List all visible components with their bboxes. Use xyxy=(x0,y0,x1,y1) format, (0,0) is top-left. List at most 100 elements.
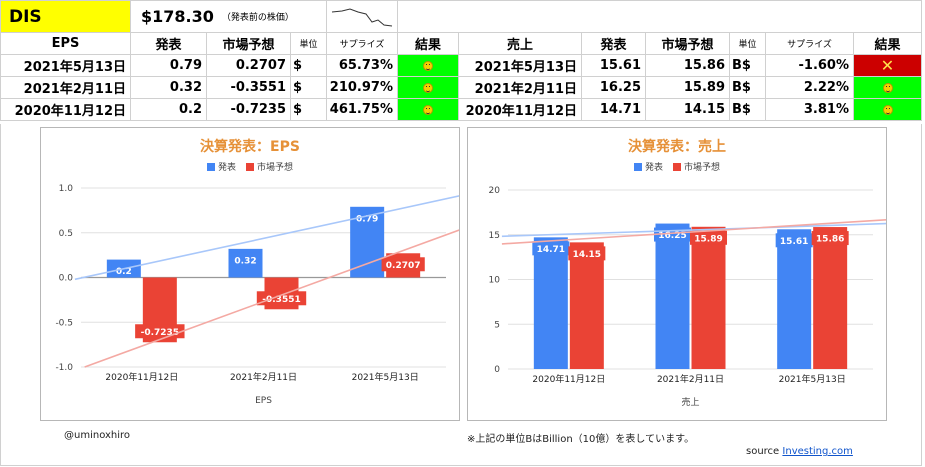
rev-surprise[interactable]: 3.81% xyxy=(766,99,854,121)
eps-header-0[interactable]: EPS xyxy=(0,33,131,55)
rev-unit[interactable]: B$ xyxy=(730,77,766,99)
rev-result[interactable] xyxy=(854,99,922,121)
rev-date[interactable]: 2020年11月12日 xyxy=(459,99,582,121)
rev-actual[interactable]: 15.61 xyxy=(582,55,646,77)
eps-date[interactable]: 2021年5月13日 xyxy=(0,55,131,77)
rev-actual[interactable]: 16.25 xyxy=(582,77,646,99)
legend-swatch-forecast xyxy=(246,162,254,171)
data-label-bg xyxy=(775,233,813,248)
eps-header-5-text: 結果 xyxy=(414,38,441,53)
bar-actual xyxy=(777,229,812,369)
empty-header-cell[interactable] xyxy=(398,0,922,33)
eps-chart[interactable]: 決算発表：EPS 発表 市場予想 1.0 0.5 0.0 -0.5 -1.0 0.2 0.3… xyxy=(40,127,460,421)
eps-forecast-text: -0.7235 xyxy=(230,102,286,117)
eps-header-5[interactable]: 結果 xyxy=(398,33,459,55)
x-tick-label: 2021年2月11日 xyxy=(230,371,297,383)
eps-header-1[interactable]: 発表 xyxy=(131,33,207,55)
rev-header-0[interactable]: 売上 xyxy=(459,33,582,55)
rev-surprise[interactable]: -1.60% xyxy=(766,55,854,77)
rev-date[interactable]: 2021年2月11日 xyxy=(459,77,582,99)
rev-unit-text: B$ xyxy=(732,58,751,73)
author-handle: @uminoxhiro xyxy=(64,430,131,441)
eps-header-3-text: 単位 xyxy=(299,40,318,50)
smiley-icon xyxy=(423,60,433,71)
rev-header-4[interactable]: サプライズ xyxy=(766,33,854,55)
rev-forecast[interactable]: 15.89 xyxy=(646,77,730,99)
rev-result[interactable] xyxy=(854,77,922,99)
eps-unit[interactable]: $ xyxy=(291,99,327,121)
eps-unit-text: $ xyxy=(293,58,303,73)
data-label-bg xyxy=(690,230,727,245)
price-sparkline xyxy=(331,7,393,26)
data-label-bg xyxy=(811,231,849,246)
eps-surprise[interactable]: 210.97% xyxy=(327,77,398,99)
data-label: 15.86 xyxy=(816,235,844,245)
rev-header-1[interactable]: 発表 xyxy=(582,33,646,55)
eps-unit[interactable]: $ xyxy=(291,77,327,99)
eps-actual[interactable]: 0.32 xyxy=(131,77,207,99)
eps-forecast[interactable]: 0.2707 xyxy=(207,55,291,77)
legend-swatch-forecast xyxy=(673,162,681,171)
y-tick-label: 15 xyxy=(489,231,500,241)
x-tick-label: 2020年11月12日 xyxy=(105,371,178,383)
sparkline-cell[interactable] xyxy=(327,0,398,33)
data-label-bg xyxy=(532,241,570,256)
eps-forecast[interactable]: -0.7235 xyxy=(207,99,291,121)
price: $178.30 xyxy=(141,7,214,26)
rev-header-4-text: サプライズ xyxy=(787,40,832,50)
price-cell[interactable]: $178.30 （発表前の株価） xyxy=(131,0,327,33)
rev-header-5[interactable]: 結果 xyxy=(854,33,922,55)
data-label: 0.2 xyxy=(116,267,132,277)
ticker-cell[interactable]: DIS xyxy=(0,0,131,33)
eps-actual[interactable]: 0.79 xyxy=(131,55,207,77)
eps-actual[interactable]: 0.2 xyxy=(131,99,207,121)
rev-header-1-text: 発表 xyxy=(600,38,627,53)
y-tick-label: 5 xyxy=(494,320,500,330)
rev-unit[interactable]: B$ xyxy=(730,55,766,77)
rev-surprise[interactable]: 2.22% xyxy=(766,77,854,99)
eps-header-2[interactable]: 市場予想 xyxy=(207,33,291,55)
rev-date-text: 2020年11月12日 xyxy=(465,104,577,119)
rev-forecast[interactable]: 15.86 xyxy=(646,55,730,77)
data-label: -0.3551 xyxy=(262,295,300,305)
eps-header-4[interactable]: サプライズ xyxy=(327,33,398,55)
rev-unit[interactable]: B$ xyxy=(730,99,766,121)
data-label: -0.7235 xyxy=(141,328,179,338)
eps-header-0-text: EPS xyxy=(51,36,80,51)
rev-header-5-text: 結果 xyxy=(874,38,901,53)
rev-actual[interactable]: 14.71 xyxy=(582,99,646,121)
rev-unit-text: B$ xyxy=(732,80,751,95)
rev-date[interactable]: 2021年5月13日 xyxy=(459,55,582,77)
eps-date[interactable]: 2020年11月12日 xyxy=(0,99,131,121)
eps-date[interactable]: 2021年2月11日 xyxy=(0,77,131,99)
x-tick-label: 2020年11月12日 xyxy=(532,373,605,385)
revenue-chart[interactable]: 決算発表：売上 発表 市場予想 20 15 10 5 0 14.71 16.25 15.61 1… xyxy=(467,127,887,421)
eps-actual-text: 0.2 xyxy=(178,102,202,117)
y-tick-label: 0.0 xyxy=(59,274,74,284)
eps-result[interactable] xyxy=(398,99,459,121)
eps-header-3[interactable]: 単位 xyxy=(291,33,327,55)
rev-header-3-text: 単位 xyxy=(738,40,757,50)
chart-area xyxy=(0,124,922,466)
eps-surprise[interactable]: 461.75% xyxy=(327,99,398,121)
eps-surprise-text: 65.73% xyxy=(338,58,393,73)
rev-result[interactable]: ✕ xyxy=(854,55,922,77)
eps-result[interactable] xyxy=(398,55,459,77)
rev-header-3[interactable]: 単位 xyxy=(730,33,766,55)
source-link[interactable]: Investing.com xyxy=(782,446,853,457)
y-tick-label: -1.0 xyxy=(55,363,73,373)
y-tick-label: 0.5 xyxy=(59,229,73,239)
smiley-icon xyxy=(882,82,893,93)
eps-forecast[interactable]: -0.3551 xyxy=(207,77,291,99)
y-tick-label: 20 xyxy=(489,186,501,196)
eps-unit[interactable]: $ xyxy=(291,55,327,77)
eps-chart-legend: 発表 市場予想 xyxy=(41,160,459,173)
rev-header-2[interactable]: 市場予想 xyxy=(646,33,730,55)
eps-surprise[interactable]: 65.73% xyxy=(327,55,398,77)
source-credit: source Investing.com xyxy=(746,446,853,457)
rev-forecast[interactable]: 14.15 xyxy=(646,99,730,121)
eps-result[interactable] xyxy=(398,77,459,99)
legend-label: 発表 xyxy=(217,163,236,173)
legend-item-actual: 発表 xyxy=(633,160,663,173)
